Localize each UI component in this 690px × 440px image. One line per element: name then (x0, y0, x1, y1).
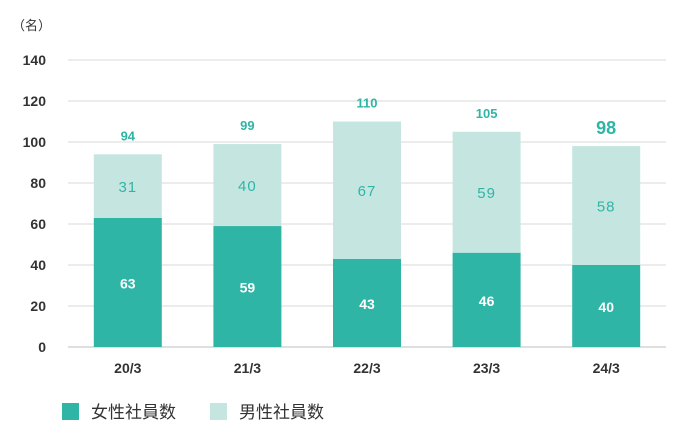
data-label-female: 59 (240, 280, 256, 296)
bar-female (572, 265, 641, 347)
bar-male (333, 121, 401, 259)
total-label: 94 (121, 128, 136, 143)
bar-male (452, 131, 521, 253)
bar-female (93, 217, 162, 347)
bar-male (572, 146, 641, 265)
data-label-male: 40 (238, 178, 257, 195)
legend-item: 男性社員数 (210, 403, 324, 422)
data-label-male: 67 (358, 183, 377, 200)
data-label-female: 46 (479, 293, 495, 309)
data-label-female: 40 (598, 299, 614, 315)
data-label-male: 58 (597, 199, 616, 216)
x-tick-label: 23/3 (473, 360, 500, 376)
data-label-male: 59 (477, 185, 496, 202)
data-label-female: 63 (120, 275, 136, 291)
data-labels: 63 31 94 59 40 99 43 67 110 46 59 105 40 58 98 (118, 96, 616, 316)
total-label: 105 (476, 106, 498, 121)
legend-swatch (62, 403, 79, 420)
legend-item: 女性社員数 (62, 403, 176, 422)
y-axis-tick-labels: 0 20 40 60 80 100 120 140 (23, 52, 47, 355)
legend-swatch (210, 403, 227, 420)
y-tick-label: 140 (23, 52, 47, 68)
bars (93, 121, 641, 347)
x-tick-label: 20/3 (114, 360, 141, 376)
total-label: 99 (240, 118, 254, 133)
y-tick-label: 80 (30, 175, 46, 191)
total-label: 110 (357, 96, 378, 111)
y-tick-label: 60 (30, 216, 46, 232)
x-axis-tick-labels: 20/3 21/3 22/3 23/3 24/3 (114, 360, 620, 376)
data-label-female: 43 (359, 296, 375, 312)
y-tick-label: 40 (30, 257, 46, 273)
bar-male (213, 144, 282, 227)
y-tick-label: 0 (38, 339, 46, 355)
data-label-male: 31 (118, 179, 137, 196)
total-label: 98 (596, 118, 616, 138)
bar-male (93, 154, 162, 218)
y-tick-label: 20 (30, 298, 46, 314)
y-tick-label: 100 (23, 134, 47, 150)
x-tick-label: 21/3 (234, 360, 261, 376)
bar-female (213, 226, 282, 347)
legend-label: 女性社員数 (91, 403, 176, 422)
legend-label: 男性社員数 (239, 403, 324, 422)
bar-female (333, 258, 401, 347)
y-axis-unit-label: （名） (12, 18, 51, 33)
x-tick-label: 24/3 (593, 360, 620, 376)
x-tick-label: 22/3 (353, 360, 380, 376)
legend: 女性社員数 男性社員数 (62, 403, 324, 422)
bar-female (452, 252, 521, 347)
y-tick-label: 120 (23, 93, 47, 109)
